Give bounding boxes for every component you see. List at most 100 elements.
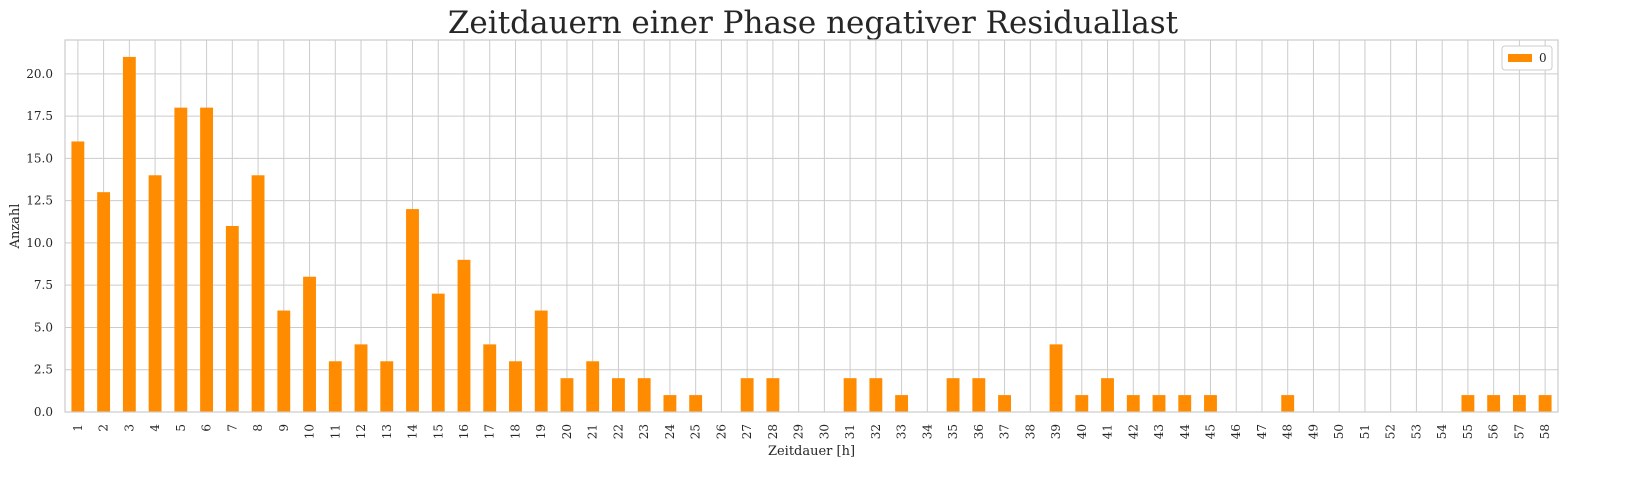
bar-20: [560, 378, 574, 412]
bar-14: [406, 209, 419, 412]
x-tick-label: 14: [406, 424, 420, 440]
x-tick-label: 1: [71, 424, 85, 432]
x-tick-label: 51: [1358, 424, 1372, 439]
x-tick-label: 32: [869, 424, 883, 439]
bar-36: [972, 378, 986, 412]
bar-57: [1512, 395, 1526, 412]
bar-42: [1126, 395, 1140, 412]
x-tick-label: 52: [1384, 424, 1398, 439]
x-tick-label: 44: [1178, 424, 1192, 440]
bars: [71, 56, 1552, 413]
bar-43: [1152, 395, 1166, 412]
x-tick-label: 11: [328, 424, 342, 439]
x-tick-label: 36: [972, 424, 986, 439]
x-tick-label: 38: [1023, 424, 1037, 439]
x-tick-label: 19: [534, 424, 548, 439]
bar-16: [457, 259, 471, 412]
x-tick-label: 58: [1538, 424, 1552, 439]
bar-44: [1178, 395, 1192, 412]
y-tick-label: 2.5: [34, 363, 53, 377]
bar-21: [586, 361, 600, 412]
y-tick-label: 20.0: [26, 67, 53, 81]
x-tick-label: 57: [1512, 424, 1526, 439]
bar-32: [869, 378, 883, 412]
x-tick-label: 18: [508, 424, 522, 439]
x-tick-label: 23: [637, 424, 651, 439]
x-tick-label: 48: [1281, 424, 1295, 439]
x-tick-labels: 1 2 3 4 5 6 7 8 9 10 11 12 13 14 15 16 17 18 19 20 21 22 23 24 2…: [71, 424, 1552, 440]
x-tick-label: 9: [277, 424, 291, 432]
x-tick-label: 56: [1487, 424, 1501, 439]
y-tick-label: 10.0: [26, 236, 53, 250]
y-tick-label: 0.0: [34, 405, 53, 419]
legend-label: 0: [1539, 51, 1547, 65]
bar-23: [637, 378, 651, 412]
x-tick-label: 43: [1152, 424, 1166, 439]
bar-6: [200, 107, 214, 413]
x-tick-label: 31: [843, 424, 857, 439]
bar-3: [122, 56, 136, 413]
x-tick-label: 16: [457, 424, 471, 439]
x-tick-label: 30: [817, 424, 831, 439]
bar-19: [534, 310, 548, 412]
bar-58: [1538, 395, 1552, 412]
x-tick-label: 46: [1229, 424, 1243, 439]
bar-5: [174, 107, 188, 413]
bar-45: [1204, 395, 1217, 412]
x-tick-label: 34: [920, 424, 934, 440]
y-axis-label: Anzahl: [8, 204, 23, 250]
chart-title: Zeitdauern einer Phase negativer Residua…: [448, 5, 1179, 41]
x-tick-label: 8: [251, 424, 265, 432]
bar-11: [328, 361, 342, 412]
x-tick-label: 10: [303, 424, 317, 439]
x-tick-label: 37: [998, 424, 1012, 439]
x-tick-label: 7: [225, 424, 239, 432]
x-tick-label: 4: [148, 424, 162, 432]
x-tick-label: 24: [663, 424, 677, 440]
x-tick-label: 33: [895, 424, 909, 439]
bar-15: [431, 293, 445, 412]
y-tick-label: 7.5: [34, 278, 53, 292]
x-tick-label: 17: [483, 424, 497, 439]
x-axis-label: Zeitdauer [h]: [768, 444, 855, 459]
bar-48: [1281, 395, 1295, 412]
bar-27: [740, 378, 754, 412]
bar-10: [303, 276, 316, 412]
bar-55: [1461, 395, 1475, 412]
x-tick-label: 2: [97, 424, 111, 432]
y-tick-label: 17.5: [26, 109, 53, 123]
x-tick-label: 39: [1049, 424, 1063, 439]
x-tick-label: 50: [1332, 424, 1346, 439]
bar-40: [1075, 395, 1089, 412]
x-tick-label: 5: [174, 424, 188, 432]
x-tick-label: 15: [431, 424, 445, 439]
x-tick-label: 35: [946, 424, 960, 439]
bar-8: [251, 175, 265, 412]
x-tick-label: 53: [1409, 424, 1423, 439]
x-tick-label: 54: [1435, 424, 1449, 440]
bar-37: [998, 395, 1011, 412]
bar-39: [1049, 344, 1063, 412]
bar-12: [354, 344, 368, 412]
x-tick-label: 42: [1126, 424, 1140, 439]
x-tick-label: 20: [560, 424, 574, 439]
legend-swatch: [1508, 54, 1532, 62]
x-tick-label: 45: [1203, 424, 1217, 439]
y-tick-label: 15.0: [26, 151, 53, 165]
bar-7: [225, 226, 239, 412]
x-tick-label: 6: [200, 424, 214, 432]
x-tick-label: 12: [354, 424, 368, 439]
bar-2: [97, 192, 111, 412]
x-tick-label: 28: [766, 424, 780, 439]
x-tick-label: 21: [586, 424, 600, 439]
x-tick-label: 40: [1075, 424, 1089, 439]
bar-28: [766, 378, 780, 412]
x-tick-label: 26: [714, 424, 728, 439]
x-tick-label: 27: [740, 424, 754, 439]
y-tick-label: 12.5: [26, 194, 53, 208]
x-tick-label: 22: [611, 424, 625, 439]
bar-18: [509, 361, 522, 412]
bar-9: [277, 310, 291, 412]
